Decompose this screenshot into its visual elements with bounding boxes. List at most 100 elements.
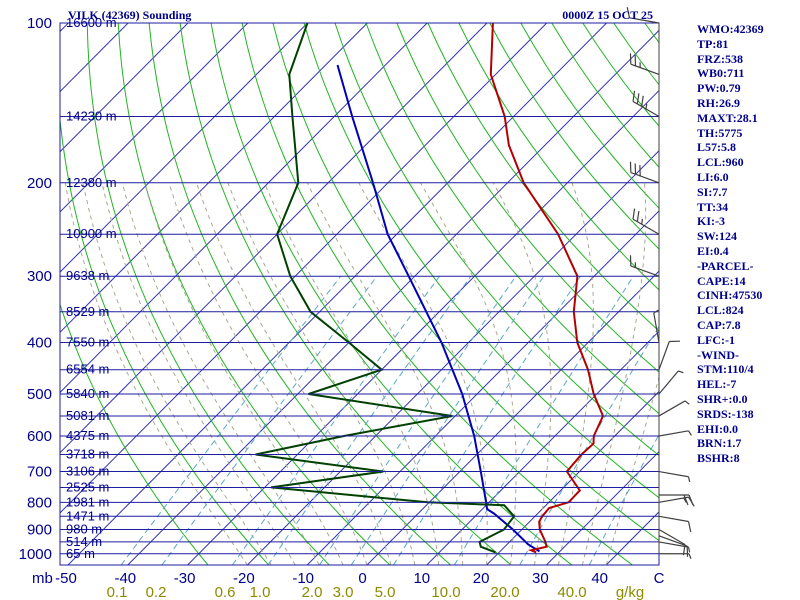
temperature-tick-label: -10 [292,570,314,587]
index-item: WB0:711 [697,66,745,81]
dry-adiabat-line [60,302,209,565]
dry-adiabat-line [179,23,512,565]
isotherm-line [60,23,308,273]
index-item: -WIND- [697,347,739,362]
index-item: EI:0.4 [697,243,729,258]
pressure-tick-label: 1000 [19,546,52,563]
dewpoint-profile-line [255,23,516,554]
mixing-ratio-tick-label: 0.6 [215,584,236,600]
height-label: 514 m [66,534,102,549]
isotherm-line [486,390,659,565]
mixing-ratio-line [588,433,659,565]
moist-adiabat-line [263,182,440,565]
wind-barbs [626,7,695,559]
dry-adiabat-line [241,23,633,565]
dry-adiabat-line [582,23,659,127]
index-item: TT:34 [697,199,729,214]
mixing-ratio-tick-label: 20.0 [490,584,519,600]
background-grid [60,23,659,565]
index-item: TP:81 [697,36,729,51]
temperature-tick-label: C [654,570,665,587]
index-item: SRDS:-138 [697,406,754,421]
mixing-ratio-line [519,325,659,565]
mixing-ratio-tick-label: 5.0 [375,584,396,600]
temperature-tick-label: -30 [174,570,196,587]
dry-adiabat-line [272,23,659,542]
moist-adiabat-line [144,182,344,565]
temperature-tick-label: 40 [591,570,608,587]
wind-barb [632,90,660,117]
pressure-unit-label: mb [32,570,53,587]
height-label: 1981 m [66,494,109,509]
index-item: SI:7.7 [697,184,728,199]
moist-adiabat-line [196,182,392,565]
index-item: L57:5.8 [697,140,736,155]
index-item: SW:124 [697,229,738,244]
wind-barb [653,309,660,343]
dry-adiabat-line [210,23,573,565]
mixing-ratio-tick-label: 10.0 [431,584,460,600]
moist-adiabat-line [306,182,464,565]
moist-adiabat-line [168,182,368,565]
height-label: 8529 m [66,304,109,319]
index-item: FRZ:538 [697,51,743,66]
wind-barb [658,496,695,507]
moist-adiabat-line [605,375,659,565]
index-item: LCL:960 [697,155,744,170]
height-label: 3718 m [66,446,109,461]
pressure-tick-label: 900 [27,521,52,538]
temperature-tick-label: -40 [114,570,136,587]
dry-adiabat-line [148,23,451,565]
wind-barb [629,255,660,277]
index-item: CINH:47530 [697,288,763,303]
sounding-profiles [255,23,605,554]
pressure-tick-label: 300 [27,268,52,285]
moist-adiabat-line [227,182,416,565]
height-label: 4375 m [66,428,109,443]
index-item: BSHR:8 [697,451,740,466]
moist-adiabat-line [581,182,647,565]
temperature-tick-label: -20 [233,570,255,587]
temperature-tick-label: 20 [473,570,490,587]
height-label: 3106 m [66,464,109,479]
wind-barb [658,370,684,395]
height-label: 2525 m [66,479,109,494]
isotherm-line [60,23,488,454]
dry-adiabat-line [489,23,659,250]
isotherm-line [127,29,659,565]
isotherm-line [60,23,548,514]
wind-barb [659,553,692,559]
dry-adiabat-line [60,115,269,565]
dry-adiabat-line [365,23,659,415]
parcel-profile-line [336,64,541,553]
pressure-tick-label: 100 [27,15,52,32]
mixing-ratio-tick-label: 3.0 [333,584,354,600]
isotherm-line [60,23,368,334]
index-item: KI:-3 [697,214,725,229]
height-label: 10900 m [66,226,117,241]
wind-barb [629,53,660,75]
index-item: LFC:-1 [697,332,735,347]
mixing-ratio-tick-label: 1.0 [250,584,271,600]
moist-adiabat-line [358,182,488,565]
index-item: PW:0.79 [697,81,741,96]
mixing-ratio-line [232,275,440,565]
dry-adiabat-line [117,23,391,565]
index-item: STM:110/4 [697,362,754,377]
mixing-ratio-tick-label: 0.1 [107,584,128,600]
mixing-ratio-line [392,275,581,565]
wind-barb [658,340,681,370]
index-item: LI:6.0 [697,169,729,184]
wind-barb [632,208,660,235]
isotherm-line [366,270,659,565]
mixing-ratio-unit-label: g/kg [616,584,644,600]
index-item: CAP:7.8 [697,317,741,332]
height-label: 9638 m [66,268,109,283]
dry-adiabat-line [396,23,659,373]
temperature-tick-label: 10 [413,570,430,587]
wind-barb [659,494,694,506]
height-label: 14230 m [66,108,117,123]
wind-barb [626,7,660,24]
